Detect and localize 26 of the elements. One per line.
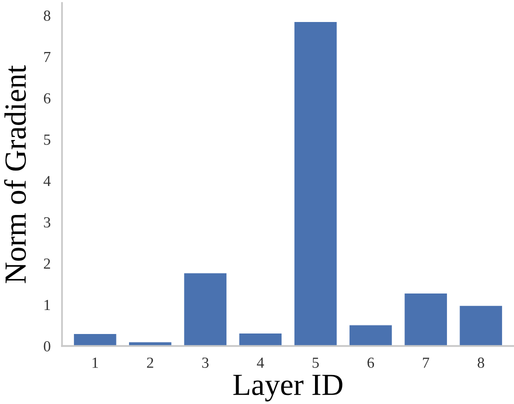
x-tick-label: 5 [312,358,319,368]
y-tick-label: 0 [44,341,50,352]
bar [238,332,282,346]
x-tick-label: 3 [202,358,209,368]
x-tick-label: 7 [422,358,430,368]
x-tick-label: 6 [368,358,374,368]
bar [404,292,448,346]
bar [348,324,393,346]
y-tick-label: 3 [44,217,50,228]
y-tick-label: 4 [44,176,51,186]
bar [73,333,117,346]
y-tick-label: 6 [44,93,50,104]
y-tick-label: 2 [44,258,50,269]
x-axis-title: Layer ID [233,374,342,402]
x-tick-label: 1 [92,358,98,368]
x-tick-label: 8 [478,358,484,368]
x-tick-label: 4 [256,358,264,368]
y-tick-label: 8 [44,10,50,21]
bar [294,21,338,346]
y-tick-label: 7 [44,52,50,62]
y-tick-label: 1 [44,300,50,310]
bar [183,272,228,346]
y-axis-title: Norm of Gradient [4,65,26,284]
x-tick-label: 2 [147,358,154,368]
y-tick-label: 5 [44,134,50,145]
bar [459,305,503,346]
